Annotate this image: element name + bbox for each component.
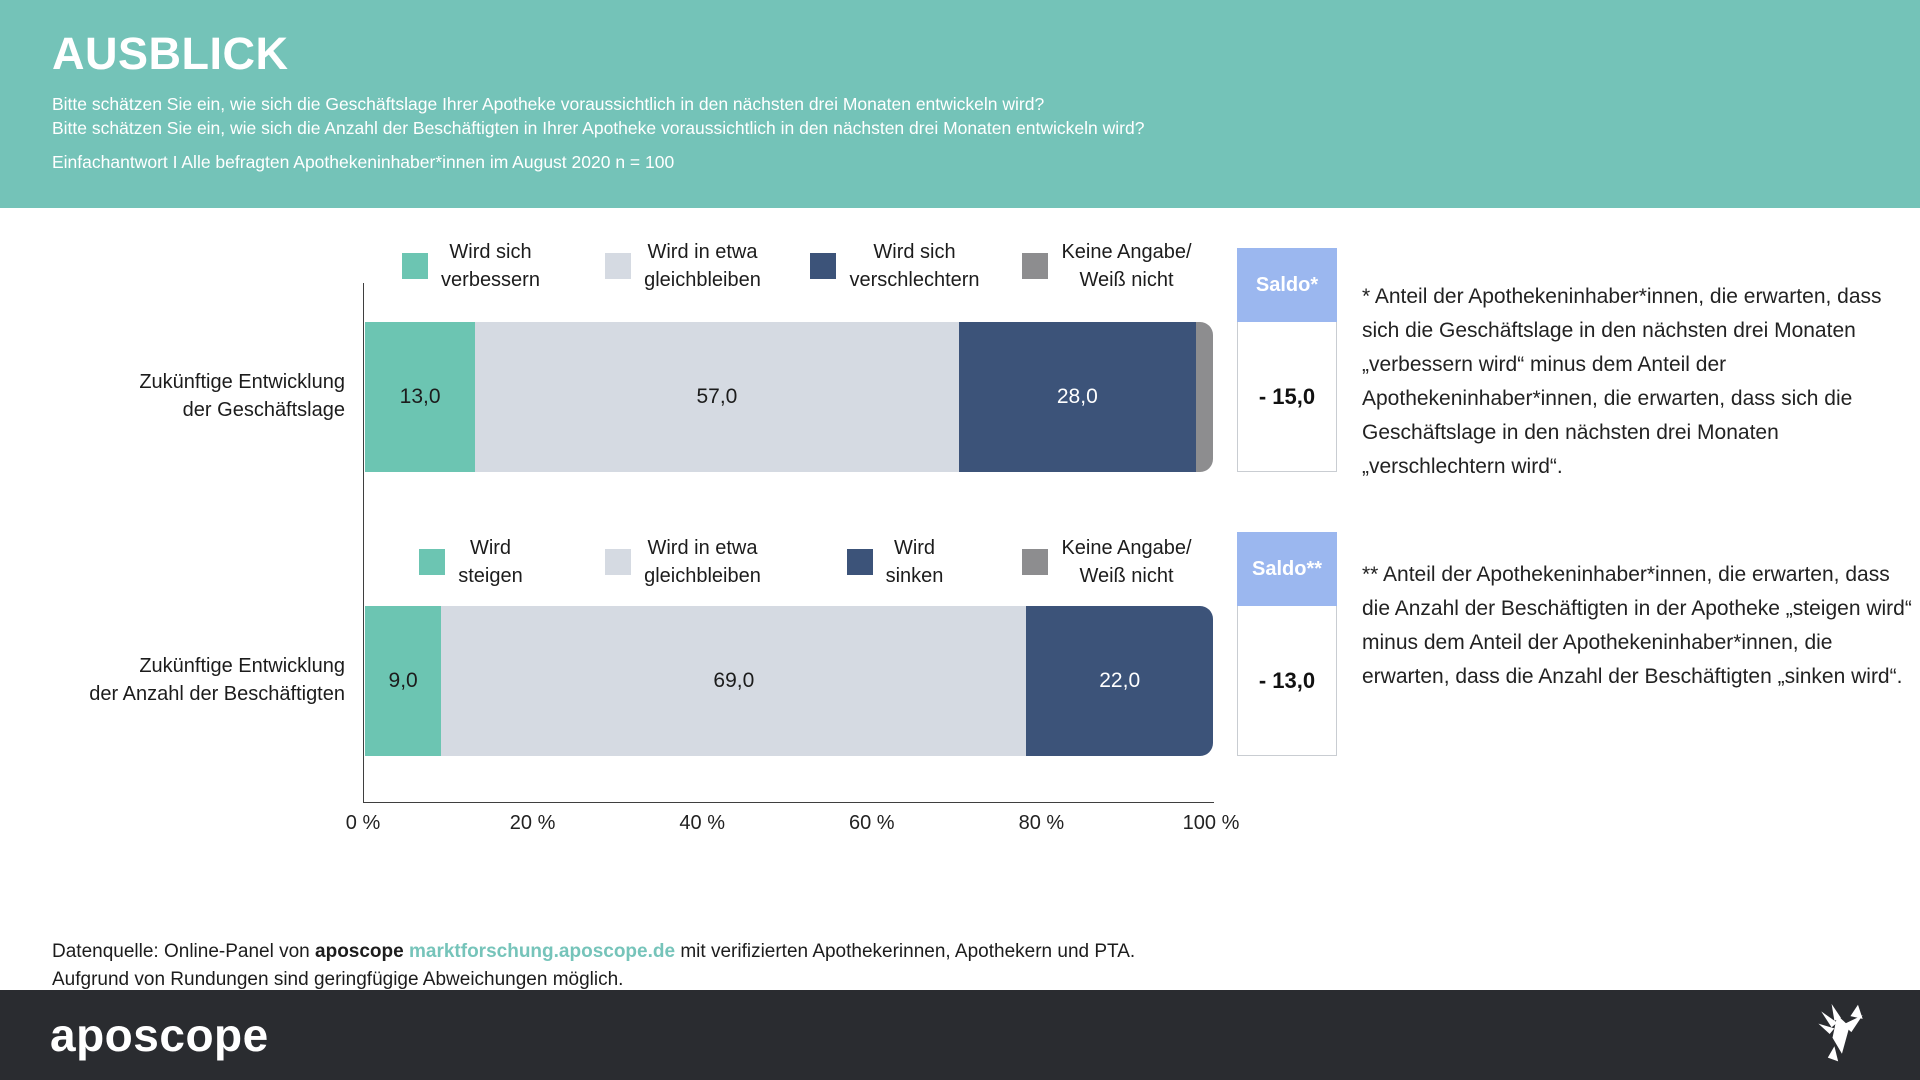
source-note: Datenquelle: Online-Panel von aposcope m…	[52, 938, 1135, 994]
footnote: ** Anteil der Apothekeninhaber*innen, di…	[1362, 563, 1912, 688]
legend-label: Wird sich verschlechtern	[849, 238, 979, 294]
legend-label-line: verschlechtern	[849, 269, 980, 291]
bar-segment: 13,0	[365, 322, 476, 472]
legend-label-line: Weiß nicht	[1079, 565, 1174, 587]
legend-label-line: verbessern	[441, 269, 540, 291]
legend-swatch	[605, 253, 632, 279]
legend-item: Keine Angabe/Weiß nicht	[1022, 238, 1192, 294]
footer-bar: aposcope	[0, 990, 1920, 1080]
legend-row: Wird steigen Wird in etwa gleichbleiben Wird…	[365, 534, 1213, 590]
legend-label-line: Keine Angabe/	[1061, 241, 1192, 263]
page-title: AUSBLICK	[52, 28, 289, 79]
stacked-bar: 13,0 57,0 28,0	[365, 322, 1213, 472]
y-axis-line	[363, 283, 364, 802]
bar-segment: 9,0	[365, 606, 442, 756]
saldo-header: Saldo**	[1237, 532, 1337, 606]
category-label: Zukünftige Entwicklung der Anzahl der Bes…	[40, 652, 345, 708]
source-brand: aposcope	[315, 941, 404, 962]
bar-segment: 28,0	[958, 322, 1197, 472]
x-axis-tick: 60 %	[849, 812, 895, 834]
x-axis-tick: 40 %	[679, 812, 725, 834]
legend-swatch	[846, 549, 873, 575]
sample-info: Einfachantwort I Alle befragten Apotheke…	[52, 152, 675, 172]
category-label: Zukünftige Entwicklung der Geschäftslage	[40, 368, 345, 424]
survey-questions: Bitte schätzen Sie ein, wie sich die Ges…	[52, 92, 1144, 140]
category-label-line: Zukünftige Entwicklung	[139, 371, 345, 393]
category-label-line: der Anzahl der Beschäftigten	[89, 683, 345, 705]
source-line-1: Datenquelle: Online-Panel von aposcope m…	[52, 938, 1135, 966]
saldo-box: Saldo** - 13,0	[1237, 532, 1337, 756]
legend-label: Wird in etwa gleichbleiben	[644, 534, 761, 590]
legend-label-line: gleichbleiben	[644, 269, 761, 291]
legend-swatch	[810, 253, 837, 279]
legend-label: Wird in etwa gleichbleiben	[644, 238, 761, 294]
saldo-box: Saldo* - 15,0	[1237, 248, 1337, 472]
survey-question-1: Bitte schätzen Sie ein, wie sich die Ges…	[52, 94, 1045, 114]
legend-label-line: Wird	[469, 537, 512, 559]
source-text-suffix: mit verifizierten Apothekerinnen, Apothe…	[675, 941, 1136, 962]
legend-item: Wird sich verbessern	[402, 238, 540, 294]
x-axis-tick: 0 %	[345, 812, 381, 834]
legend-item: Wird in etwa gleichbleiben	[605, 534, 761, 590]
legend-label-line: Wird	[893, 537, 936, 559]
stacked-bar: 9,0 69,0 22,0	[365, 606, 1213, 756]
saldo-header: Saldo*	[1237, 248, 1337, 322]
aposcope-logo: aposcope	[50, 1009, 269, 1061]
x-axis-tick: 80 %	[1018, 812, 1065, 834]
bar-segment: 69,0	[441, 606, 1027, 756]
survey-question-2: Bitte schätzen Sie ein, wie sich die Anz…	[52, 118, 1145, 138]
x-axis-tick: 100 %	[1182, 812, 1240, 834]
legend-swatch	[605, 549, 632, 575]
legend-label-line: Wird in etwa	[647, 241, 758, 263]
legend-item: Wird in etwa gleichbleiben	[605, 238, 761, 294]
legend-label-line: Weiß nicht	[1079, 269, 1174, 291]
legend-label: Keine Angabe/Weiß nicht	[1061, 238, 1191, 294]
legend-label-line: Keine Angabe/	[1061, 537, 1192, 559]
legend-label-line: Wird sich	[449, 241, 532, 263]
legend-row: Wird sich verbessern Wird in etwa gleichble…	[365, 238, 1213, 294]
bar-segment: 57,0	[475, 322, 959, 472]
legend-swatch	[1022, 253, 1049, 279]
x-axis-line	[363, 802, 1214, 803]
legend-item: Wird sinken	[846, 534, 944, 590]
legend-swatch	[1022, 549, 1049, 575]
origami-bird-icon	[1818, 1003, 1863, 1062]
bar-segment	[1196, 322, 1213, 472]
legend-label: Keine Angabe/Weiß nicht	[1061, 534, 1191, 590]
source-line-2: Aufgrund von Rundungen sind geringfügige…	[52, 969, 624, 990]
legend-swatch	[402, 253, 429, 279]
legend-label: Wird sich verbessern	[441, 238, 540, 294]
source-link[interactable]: marktforschung.aposcope.de	[409, 941, 676, 962]
category-label-line: Zukünftige Entwicklung	[139, 655, 345, 677]
legend-label-line: gleichbleiben	[644, 565, 761, 587]
saldo-value: - 15,0	[1237, 322, 1337, 472]
legend-label-line: Wird in etwa	[647, 537, 758, 559]
legend-swatch	[419, 549, 446, 575]
bar-segment: 22,0	[1026, 606, 1213, 756]
source-text: Datenquelle: Online-Panel von	[52, 941, 316, 962]
legend-item: Wird steigen	[419, 534, 523, 590]
header-band: AUSBLICK Bitte schätzen Sie ein, wie sic…	[0, 0, 1920, 208]
category-label-line: der Geschäftslage	[182, 399, 345, 421]
footnote: * Anteil der Apothekeninhaber*innen, die…	[1362, 285, 1882, 478]
legend-label-line: steigen	[458, 565, 523, 587]
legend-label: Wird sinken	[886, 534, 944, 590]
legend-label: Wird steigen	[458, 534, 523, 590]
saldo-value: - 13,0	[1237, 606, 1337, 756]
legend-item: Wird sich verschlechtern	[810, 238, 980, 294]
legend-label-line: Wird sich	[873, 241, 956, 263]
legend-item: Keine Angabe/Weiß nicht	[1022, 534, 1192, 590]
x-axis-tick: 20 %	[509, 812, 556, 834]
legend-label-line: sinken	[885, 565, 944, 587]
